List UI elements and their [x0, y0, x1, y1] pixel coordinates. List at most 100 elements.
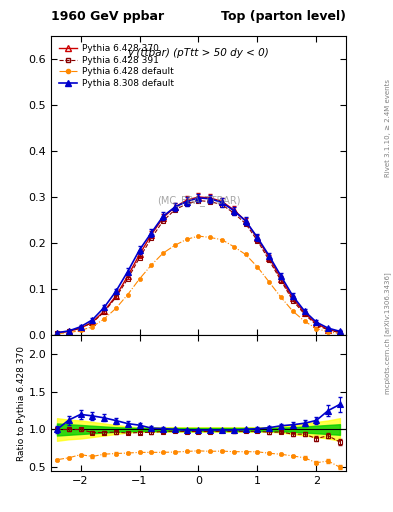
Pythia 6.428 391: [173, 207, 177, 213]
Y-axis label: Ratio to Pythia 6.428 370: Ratio to Pythia 6.428 370: [17, 346, 26, 460]
Pythia 8.308 default: [78, 324, 83, 330]
Pythia 6.428 default: [267, 279, 272, 285]
Pythia 6.428 370: [255, 236, 260, 242]
Pythia 6.428 391: [220, 202, 224, 208]
Pythia 8.308 default: [125, 268, 130, 274]
Pythia 6.428 391: [184, 201, 189, 207]
Pythia 6.428 370: [114, 293, 118, 299]
Pythia 6.428 370: [173, 204, 177, 210]
Pythia 8.308 default: [255, 234, 260, 241]
Pythia 6.428 370: [149, 231, 154, 238]
Pythia 6.428 391: [102, 309, 107, 315]
Pythia 6.428 370: [125, 273, 130, 279]
Pythia 8.308 default: [243, 218, 248, 224]
Pythia 6.428 default: [326, 329, 331, 335]
Pythia 8.308 default: [196, 195, 201, 201]
Pythia 6.428 default: [279, 294, 283, 301]
Pythia 8.308 default: [231, 208, 236, 214]
Pythia 6.428 370: [267, 254, 272, 261]
Pythia 6.428 default: [184, 236, 189, 242]
Pythia 6.428 default: [231, 244, 236, 250]
Text: 1960 GeV ppbar: 1960 GeV ppbar: [51, 10, 164, 23]
Text: Top (parton level): Top (parton level): [221, 10, 346, 23]
Pythia 6.428 370: [78, 325, 83, 331]
Pythia 8.308 default: [338, 328, 342, 334]
Pythia 6.428 391: [231, 210, 236, 216]
Pythia 6.428 391: [255, 238, 260, 244]
Pythia 8.308 default: [326, 325, 331, 331]
Pythia 6.428 370: [196, 194, 201, 200]
Pythia 6.428 370: [90, 319, 95, 325]
Pythia 6.428 391: [338, 330, 342, 336]
Line: Pythia 6.428 default: Pythia 6.428 default: [55, 234, 342, 336]
Pythia 6.428 391: [208, 199, 213, 205]
Pythia 8.308 default: [137, 247, 142, 253]
Pythia 6.428 default: [338, 331, 342, 337]
Pythia 8.308 default: [314, 319, 319, 325]
Pythia 6.428 default: [255, 264, 260, 270]
Pythia 6.428 370: [220, 199, 224, 205]
Text: mcplots.cern.ch [arXiv:1306.3436]: mcplots.cern.ch [arXiv:1306.3436]: [384, 272, 391, 394]
Pythia 8.308 default: [208, 196, 213, 202]
Pythia 8.308 default: [173, 204, 177, 210]
Pythia 8.308 default: [267, 253, 272, 259]
Pythia 6.428 391: [243, 221, 248, 227]
Pythia 6.428 default: [125, 291, 130, 297]
Pythia 6.428 391: [314, 322, 319, 328]
Pythia 6.428 370: [66, 328, 71, 334]
Pythia 6.428 default: [302, 318, 307, 324]
Pythia 6.428 default: [55, 331, 59, 337]
Pythia 8.308 default: [161, 213, 165, 219]
Pythia 6.428 default: [208, 234, 213, 241]
Pythia 6.428 391: [78, 325, 83, 331]
Pythia 6.428 default: [173, 242, 177, 248]
Pythia 8.308 default: [55, 330, 59, 336]
Pythia 6.428 default: [114, 305, 118, 311]
Pythia 8.308 default: [184, 199, 189, 205]
Pythia 6.428 391: [161, 218, 165, 224]
Pythia 6.428 default: [196, 233, 201, 239]
Pythia 6.428 370: [208, 195, 213, 201]
Text: (MC_FBA_TTBAR): (MC_FBA_TTBAR): [157, 195, 240, 206]
Pythia 6.428 370: [314, 321, 319, 327]
Pythia 6.428 391: [149, 236, 154, 242]
Pythia 6.428 default: [66, 330, 71, 336]
Pythia 6.428 391: [66, 328, 71, 334]
Pythia 6.428 370: [290, 295, 295, 301]
Pythia 8.308 default: [90, 317, 95, 323]
Text: Rivet 3.1.10, ≥ 2.4M events: Rivet 3.1.10, ≥ 2.4M events: [385, 79, 391, 177]
Pythia 6.428 370: [302, 310, 307, 316]
Pythia 8.308 default: [220, 199, 224, 205]
Pythia 6.428 391: [267, 258, 272, 264]
Pythia 6.428 391: [137, 254, 142, 261]
Pythia 6.428 370: [338, 329, 342, 335]
Pythia 6.428 default: [314, 326, 319, 332]
Pythia 6.428 370: [326, 327, 331, 333]
Pythia 6.428 391: [279, 278, 283, 284]
Pythia 6.428 391: [55, 330, 59, 336]
Pythia 8.308 default: [66, 328, 71, 334]
Pythia 8.308 default: [279, 273, 283, 279]
Pythia 6.428 default: [149, 262, 154, 268]
Pythia 6.428 default: [102, 316, 107, 322]
Line: Pythia 8.308 default: Pythia 8.308 default: [54, 195, 343, 335]
Pythia 6.428 391: [90, 319, 95, 326]
Pythia 6.428 default: [220, 237, 224, 243]
Pythia 6.428 370: [55, 330, 59, 336]
Pythia 6.428 391: [196, 198, 201, 204]
Line: Pythia 6.428 391: Pythia 6.428 391: [55, 198, 342, 335]
Pythia 8.308 default: [149, 230, 154, 236]
Pythia 6.428 370: [231, 207, 236, 213]
Pythia 6.428 391: [326, 327, 331, 333]
Pythia 6.428 391: [114, 294, 118, 301]
Pythia 8.308 default: [290, 293, 295, 299]
Pythia 6.428 default: [137, 276, 142, 282]
Line: Pythia 6.428 370: Pythia 6.428 370: [54, 194, 343, 335]
Pythia 6.428 370: [102, 308, 107, 314]
Text: y (ttbar) (pTtt > 50 dy < 0): y (ttbar) (pTtt > 50 dy < 0): [128, 48, 269, 58]
Pythia 6.428 391: [302, 311, 307, 317]
Legend: Pythia 6.428 370, Pythia 6.428 391, Pythia 6.428 default, Pythia 8.308 default: Pythia 6.428 370, Pythia 6.428 391, Pyth…: [55, 40, 177, 92]
Pythia 6.428 370: [243, 218, 248, 224]
Pythia 6.428 370: [184, 197, 189, 203]
Pythia 6.428 default: [243, 251, 248, 258]
